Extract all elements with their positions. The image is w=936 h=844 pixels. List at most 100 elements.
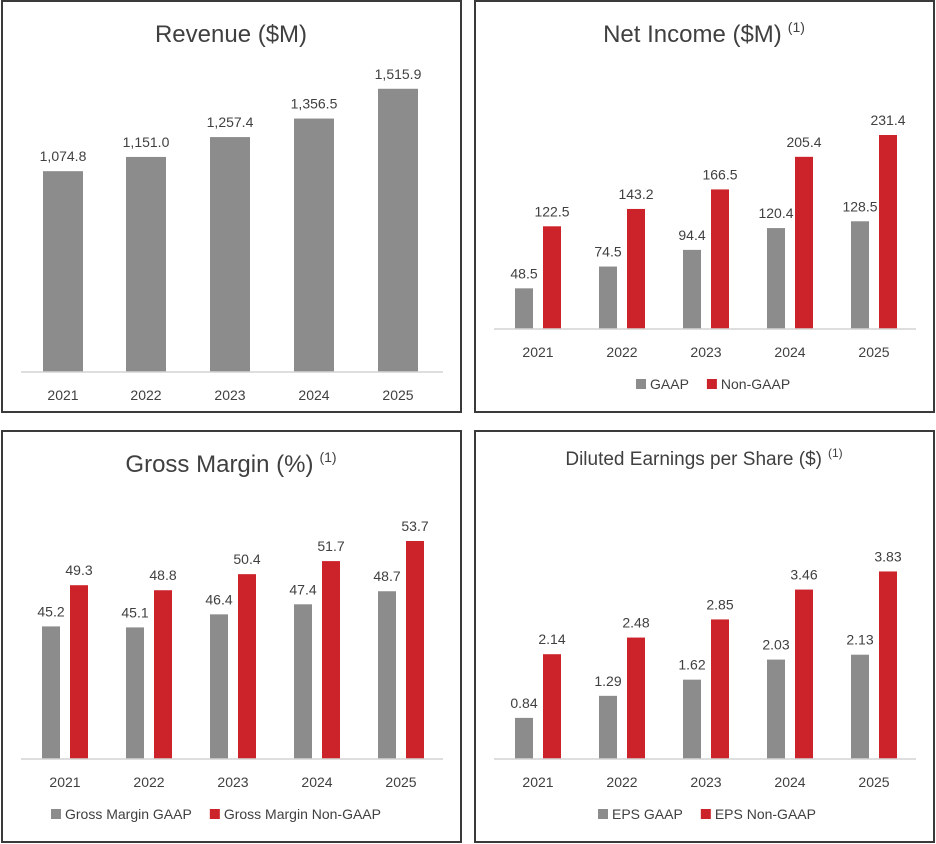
x-tick-label: 2023 xyxy=(690,774,721,790)
legend-swatch xyxy=(706,379,717,389)
bar-net-income-non-gaap-2022 xyxy=(627,208,645,329)
x-tick-label: 2022 xyxy=(606,344,637,360)
bar-eps-eps-gaap-2023 xyxy=(683,679,701,759)
net-income-bars: 48.5 122.5 2021 74.5 143.2 2022 94.4 166.5 2023 1… xyxy=(510,112,905,360)
data-label: 48.8 xyxy=(149,567,176,583)
legend-swatch xyxy=(51,809,61,819)
data-label: 0.84 xyxy=(510,695,537,711)
legend-entry: Gross Margin GAAP xyxy=(65,806,192,822)
bar-eps-eps-non-gaap-2024 xyxy=(795,589,813,759)
data-label: 48.7 xyxy=(373,568,400,584)
x-tick-label: 2024 xyxy=(774,774,805,790)
x-tick-label: 2024 xyxy=(301,774,332,790)
bar-net-income-gaap-2023 xyxy=(683,249,701,329)
chart-title: Net Income ($M) (1) xyxy=(603,19,805,48)
x-tick-label: 2025 xyxy=(385,774,416,790)
data-label: 51.7 xyxy=(317,538,344,554)
bar-gross-margin-gross-margin-gaap-2024 xyxy=(294,604,312,759)
data-label: 48.5 xyxy=(510,265,537,281)
x-tick-label: 2021 xyxy=(522,774,553,790)
data-label: 1.29 xyxy=(594,673,621,689)
x-tick-label: 2022 xyxy=(606,774,637,790)
revenue-chart: Revenue ($M) 1,074.8 2021 1,151.0 2022 1,257… xyxy=(21,21,443,403)
bar-gross-margin-gross-margin-gaap-2021 xyxy=(42,626,60,759)
bar-gross-margin-gross-margin-non-gaap-2024 xyxy=(322,561,340,759)
bar-eps-eps-non-gaap-2021 xyxy=(543,654,561,759)
x-tick-label: 2023 xyxy=(214,387,245,403)
data-label: 166.5 xyxy=(702,166,737,182)
legend-swatch xyxy=(209,809,220,819)
bar-eps-eps-gaap-2021 xyxy=(515,717,533,759)
bar-revenue-value-2022 xyxy=(126,156,166,372)
chart-title: Revenue ($M) xyxy=(155,21,307,48)
data-label: 1,151.0 xyxy=(123,134,170,150)
data-label: 1,515.9 xyxy=(375,66,422,82)
legend-entry: EPS Non-GAAP xyxy=(715,806,816,822)
data-label: 1,356.5 xyxy=(291,96,338,112)
data-label: 1,074.8 xyxy=(40,148,87,164)
legend-swatch xyxy=(598,809,608,819)
bar-eps-eps-gaap-2022 xyxy=(599,695,617,759)
x-tick-label: 2021 xyxy=(47,387,78,403)
data-label: 46.4 xyxy=(205,591,232,607)
bar-gross-margin-gross-margin-non-gaap-2023 xyxy=(238,574,256,759)
data-label: 120.4 xyxy=(758,205,793,221)
x-tick-label: 2021 xyxy=(522,344,553,360)
bar-net-income-gaap-2025 xyxy=(851,221,869,329)
data-label: 45.2 xyxy=(37,603,64,619)
data-label: 3.83 xyxy=(874,548,901,564)
data-label: 53.7 xyxy=(401,518,428,534)
data-label: 1.62 xyxy=(678,657,705,673)
chart-title: Diluted Earnings per Share ($) (1) xyxy=(565,446,842,470)
x-tick-label: 2024 xyxy=(298,387,329,403)
data-label: 2.14 xyxy=(538,631,565,647)
bar-net-income-non-gaap-2025 xyxy=(879,135,897,329)
data-label: 3.46 xyxy=(790,567,817,583)
legend: GAAP Non-GAAP xyxy=(636,376,790,392)
data-label: 2.48 xyxy=(622,615,649,631)
x-tick-label: 2022 xyxy=(130,387,161,403)
x-tick-label: 2025 xyxy=(858,344,889,360)
net-income-chart: Net Income ($M) (1) 48.5 122.5 2021 74.5 143.… xyxy=(494,19,916,392)
bar-eps-eps-gaap-2025 xyxy=(851,654,869,759)
bar-gross-margin-gross-margin-non-gaap-2025 xyxy=(406,541,424,759)
bar-net-income-gaap-2021 xyxy=(515,288,533,329)
eps-chart-panel: Diluted Earnings per Share ($) (1) 0.84 2.… xyxy=(474,430,935,843)
bar-net-income-non-gaap-2024 xyxy=(795,156,813,329)
bar-revenue-value-2025 xyxy=(378,88,418,372)
legend-entry: Gross Margin Non-GAAP xyxy=(224,806,381,822)
data-label: 74.5 xyxy=(594,244,621,260)
data-label: 45.1 xyxy=(121,604,148,620)
bar-eps-eps-gaap-2024 xyxy=(767,659,785,759)
x-tick-label: 2022 xyxy=(133,774,164,790)
data-label: 122.5 xyxy=(534,203,569,219)
bar-net-income-non-gaap-2023 xyxy=(711,189,729,329)
revenue-chart-panel: Revenue ($M) 1,074.8 2021 1,151.0 2022 1,257… xyxy=(1,0,462,413)
bar-gross-margin-gross-margin-gaap-2022 xyxy=(126,627,144,759)
legend-entry: GAAP xyxy=(650,376,689,392)
bar-revenue-value-2023 xyxy=(210,137,250,372)
bar-revenue-value-2024 xyxy=(294,118,334,373)
gross-margin-chart-panel: Gross Margin (%) (1) 45.2 49.3 2021 45.1 48.8… xyxy=(1,430,462,843)
data-label: 2.85 xyxy=(706,596,733,612)
data-label: 1,257.4 xyxy=(207,114,254,130)
data-label: 49.3 xyxy=(65,562,92,578)
bar-gross-margin-gross-margin-gaap-2025 xyxy=(378,591,396,759)
x-tick-label: 2024 xyxy=(774,344,805,360)
bar-net-income-gaap-2024 xyxy=(767,228,785,329)
bar-net-income-gaap-2022 xyxy=(599,266,617,329)
x-tick-label: 2023 xyxy=(217,774,248,790)
x-tick-label: 2025 xyxy=(382,387,413,403)
chart-title: Gross Margin (%) (1) xyxy=(125,449,336,478)
bar-gross-margin-gross-margin-non-gaap-2022 xyxy=(154,590,172,759)
legend: Gross Margin GAAP Gross Margin Non-GAAP xyxy=(51,806,381,822)
bar-gross-margin-gross-margin-gaap-2023 xyxy=(210,614,228,759)
x-tick-label: 2023 xyxy=(690,344,721,360)
bar-net-income-non-gaap-2021 xyxy=(543,226,561,329)
eps-chart: Diluted Earnings per Share ($) (1) 0.84 2.… xyxy=(494,446,916,822)
data-label: 128.5 xyxy=(842,198,877,214)
bar-eps-eps-non-gaap-2022 xyxy=(627,637,645,759)
legend-entry: Non-GAAP xyxy=(721,376,790,392)
legend-entry: EPS GAAP xyxy=(612,806,683,822)
bar-eps-eps-non-gaap-2023 xyxy=(711,619,729,759)
